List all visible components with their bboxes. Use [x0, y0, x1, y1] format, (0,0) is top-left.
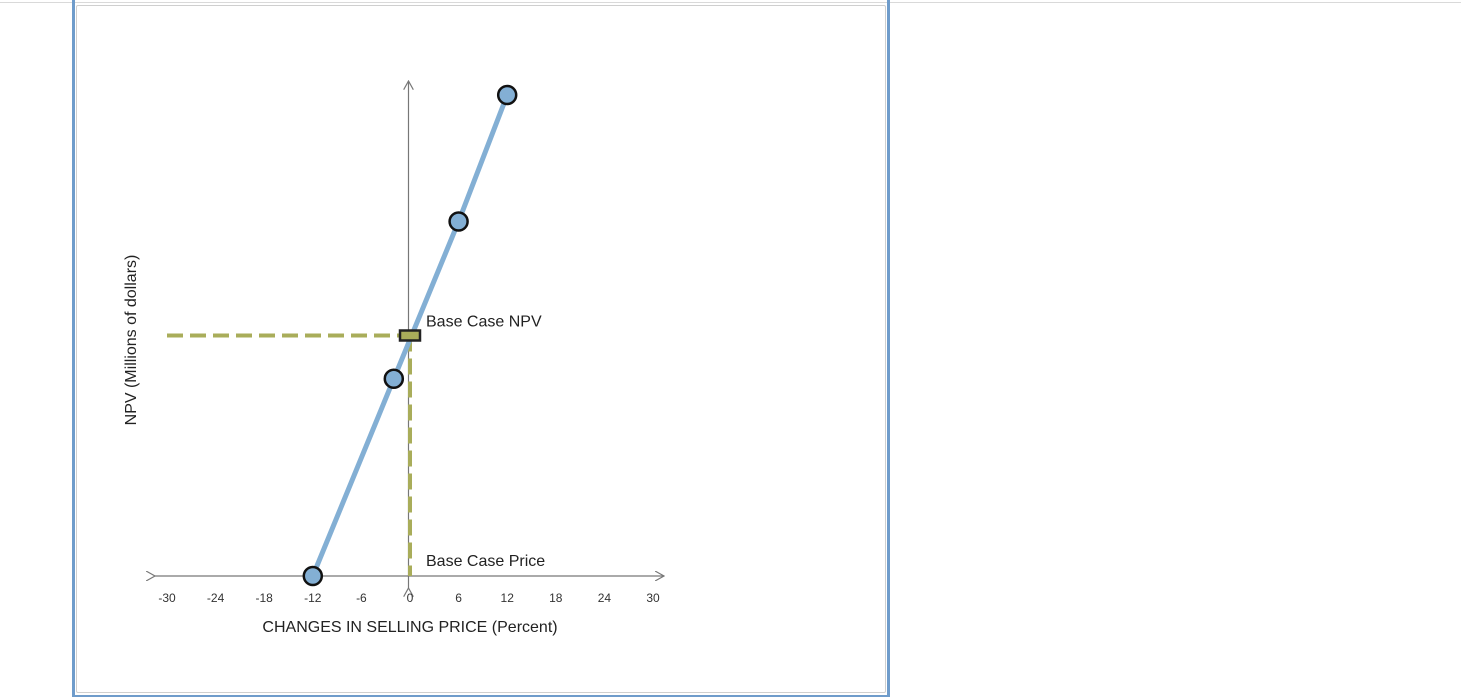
x-tick-label: -18 [256, 591, 274, 605]
graph-inner-frame [76, 5, 886, 693]
base-case-marker[interactable] [398, 329, 422, 342]
x-tick-label: 18 [549, 591, 563, 605]
x-tick-label: -12 [304, 591, 322, 605]
x-tick-label: 24 [598, 591, 612, 605]
x-tick-label: 12 [501, 591, 515, 605]
base-case-price-label: Base Case Price [426, 553, 545, 570]
base-case-npv-label: Base Case NPV [426, 314, 542, 331]
data-point[interactable] [496, 84, 518, 106]
x-tick-label: -24 [207, 591, 225, 605]
x-tick-label: 6 [455, 591, 462, 605]
data-point[interactable] [302, 565, 324, 587]
y-axis-title: NPV (Millions of dollars) [123, 255, 140, 426]
x-tick-label: -30 [158, 591, 176, 605]
graph-panel-frame [72, 0, 890, 697]
data-point[interactable] [383, 368, 405, 390]
data-point[interactable] [448, 211, 469, 232]
x-tick-label: -6 [356, 591, 367, 605]
npv-series-line [310, 92, 510, 579]
x-tick-label: 30 [646, 591, 660, 605]
npv-series-points [302, 84, 518, 587]
x-axis-title: CHANGES IN SELLING PRICE (Percent) [262, 619, 557, 636]
x-tick-labels: -30 -24 -18 -12 -6 0 6 12 18 24 30 [158, 591, 660, 605]
x-tick-label: 0 [407, 591, 414, 605]
top-rule [0, 2, 1461, 3]
